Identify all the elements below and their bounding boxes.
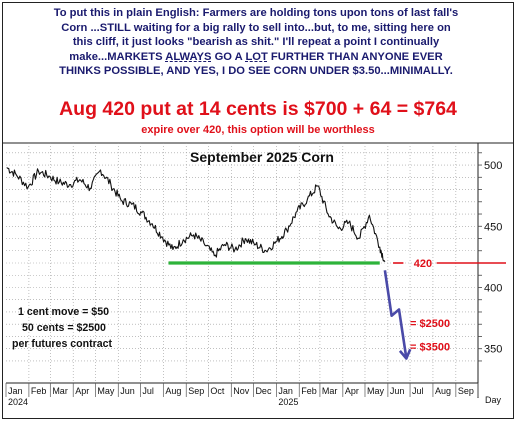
x-tick-label: Apr	[75, 386, 89, 396]
commentary-line-4-part-c: GO A	[211, 50, 246, 63]
x-tick-label: May	[97, 386, 115, 396]
note-line-1: 1 cent move = $50	[18, 306, 109, 318]
annotation-2500: = $2500	[410, 318, 450, 330]
projection-path	[383, 270, 408, 359]
note-line-2: 50 cents = $2500	[22, 322, 106, 334]
x-tick-label: Nov	[233, 386, 250, 396]
commentary-line-2: Corn ...STILL waiting for a big rally to…	[61, 21, 451, 34]
x-axis-layer: Jan Feb Mar Apr May Jun Jul Aug Sep Oct Nov Dec Jan F…	[5, 383, 479, 407]
x-tick-label: Sep	[458, 386, 474, 396]
projection-arrowhead	[398, 348, 412, 360]
x-tick-label: Jul	[142, 386, 154, 396]
y-tick-label: 400	[484, 282, 502, 294]
x-tick-label: Jan	[278, 386, 293, 396]
x-tick-label: Jun	[390, 386, 405, 396]
year-label: 2024	[8, 397, 28, 407]
commentary-emphasis-always: ALWAYS	[165, 50, 212, 63]
commentary-line-3: this cliff, it just looks "bearish as sh…	[72, 36, 440, 49]
commentary-line-4-part-a: make...MARKETS	[69, 50, 166, 63]
trade-headline: Aug 420 put at 14 cents is $700 + 64 = $…	[59, 98, 457, 120]
y-tick-label: 450	[484, 221, 502, 233]
x-tick-label: Apr	[345, 386, 359, 396]
commentary-text: To put this in plain English: Farmers ar…	[6, 6, 506, 79]
x-tick-label: Jun	[120, 386, 135, 396]
x-tick-label: Jul	[412, 386, 424, 396]
year-label: 2025	[278, 397, 298, 407]
commentary-line-1: To put this in plain English: Farmers ar…	[53, 7, 459, 19]
y-tick-label: 500	[484, 160, 502, 172]
x-tick-label: Sep	[188, 386, 204, 396]
x-tick-label: Jan	[8, 386, 23, 396]
price-layer	[6, 167, 386, 263]
x-axis-label: Day	[485, 395, 502, 405]
x-tick-label: Aug	[435, 386, 451, 396]
commentary-emphasis-lot: LOT	[245, 50, 268, 63]
x-tick-label: Oct	[210, 386, 225, 396]
x-tick-label: Dec	[255, 386, 272, 396]
x-tick-label: Mar	[322, 386, 338, 396]
note-line-3: per futures contract	[12, 338, 113, 350]
annotation-layer: 420 = $2500 = $3500	[393, 258, 506, 353]
x-tick-label: Feb	[301, 386, 317, 396]
x-tick-label: Aug	[165, 386, 181, 396]
commentary-line-4: make...MARKETS ALWAYS GO A LOT FURTHER T…	[6, 50, 506, 65]
strike-420-label: 420	[414, 258, 432, 270]
x-tick-label: May	[367, 386, 385, 396]
commentary-line-4-part-e: FURTHER THAN ANYONE EVER	[267, 50, 443, 63]
chart-title: September 2025 Corn	[190, 149, 334, 165]
y-axis-layer: 350 400 450 500	[478, 152, 502, 362]
annotation-3500: = $3500	[410, 341, 450, 353]
commentary-line-5: THINKS POSSIBLE, AND YES, I DO SEE CORN …	[59, 65, 453, 78]
y-tick-label: 350	[484, 344, 502, 356]
trade-subline: expire over 420, this option will be wor…	[141, 124, 375, 136]
x-tick-label: Mar	[52, 386, 68, 396]
price-series-line	[6, 167, 386, 263]
projection-layer	[383, 270, 412, 360]
x-tick-label: Feb	[31, 386, 47, 396]
